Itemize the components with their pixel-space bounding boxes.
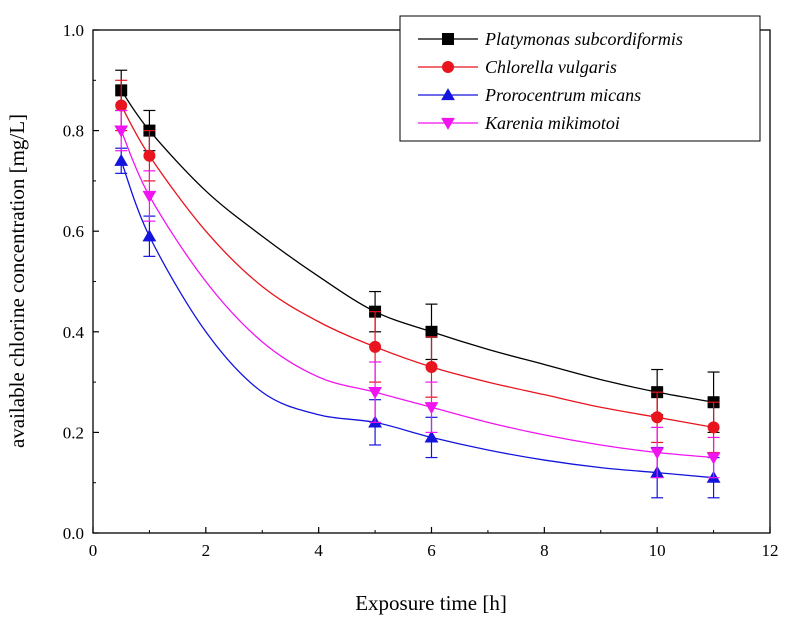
y-tick-label: 0.4	[63, 323, 85, 342]
x-tick-label: 12	[762, 541, 779, 560]
legend: Platymonas subcordiformis Chlorella vulga…	[399, 15, 761, 142]
x-tick-label: 10	[649, 541, 666, 560]
y-tick-label: 0.8	[63, 122, 84, 141]
data-point	[369, 340, 382, 353]
y-tick-label: 0.2	[63, 423, 84, 442]
y-tick-label: 0.0	[63, 524, 84, 543]
data-point	[368, 387, 382, 400]
legend-marker	[442, 33, 454, 45]
legend-marker	[441, 117, 455, 130]
data-point	[114, 125, 129, 138]
x-axis-title: Exposure time [h]	[355, 591, 507, 615]
x-tick-label: 0	[89, 541, 98, 560]
data-point	[707, 421, 720, 434]
data-point	[651, 411, 664, 424]
x-tick-label: 2	[202, 541, 211, 560]
data-point	[424, 430, 439, 443]
data-point	[425, 325, 438, 338]
fit-curve	[120, 160, 714, 479]
y-tick-label: 0.6	[63, 222, 84, 241]
x-tick-label: 8	[540, 541, 549, 560]
fit-curve	[120, 105, 714, 429]
axis-ticks: 0 2 4 6 8 10 12 0.0 0.2 0.4 0.6 0.8 1.0	[63, 21, 779, 560]
legend-label: Karenia mikimotoi	[484, 113, 620, 133]
data-point	[143, 149, 156, 162]
legend-marker	[441, 88, 455, 101]
series-3	[114, 109, 721, 479]
data-point	[425, 361, 438, 374]
data-point	[706, 452, 721, 465]
data-point	[114, 153, 129, 166]
legend-box	[399, 15, 761, 142]
data-point	[142, 229, 157, 242]
fit-curve	[120, 130, 714, 459]
y-axis-title: available chlorine concentration [mg/L]	[5, 114, 29, 448]
data-point	[650, 447, 665, 460]
x-tick-label: 4	[314, 541, 323, 560]
plot-area	[114, 69, 721, 499]
data-point	[142, 190, 157, 203]
data-point	[424, 402, 439, 415]
series-2	[114, 147, 721, 499]
legend-label: Chlorella vulgaris	[485, 57, 617, 77]
legend-marker	[442, 61, 454, 73]
legend-label: Platymonas subcordiformis	[484, 29, 683, 49]
legend-label: Prorocentrum micans	[484, 85, 641, 105]
x-tick-label: 6	[427, 541, 436, 560]
fit-curve	[120, 89, 714, 403]
data-point	[115, 99, 128, 112]
y-tick-label: 1.0	[63, 21, 84, 40]
